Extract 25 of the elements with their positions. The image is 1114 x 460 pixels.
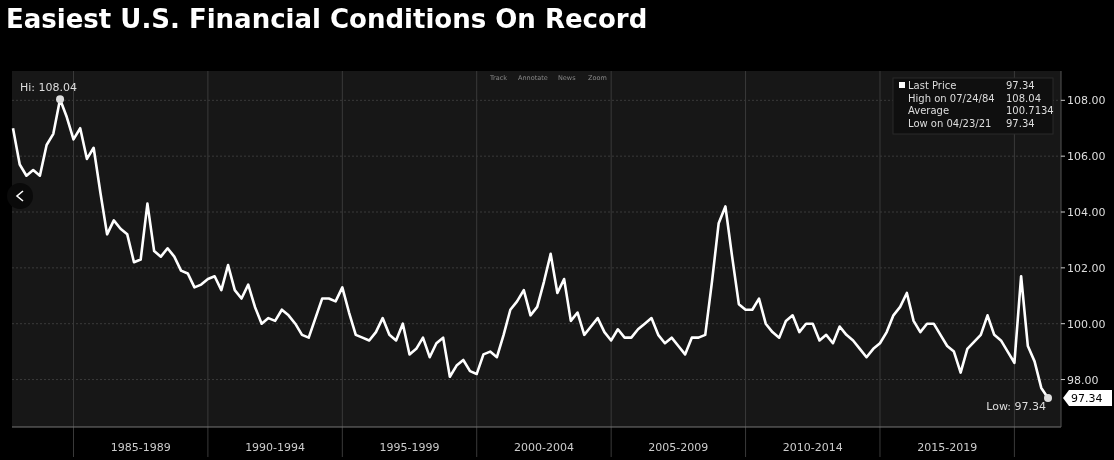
y-tick-label: 106.00 — [1067, 150, 1106, 164]
annotation: 97.34 — [1006, 117, 1035, 129]
x-tick-label: 2010-2014 — [782, 441, 843, 454]
y-tick-label: 102.00 — [1067, 261, 1106, 275]
y-tick-label: 100.00 — [1067, 317, 1106, 331]
annotation: High on 07/24/84 — [908, 92, 995, 104]
x-tick-label: 1985-1989 — [110, 441, 171, 454]
annotation: Hi: 108.04 — [20, 81, 78, 95]
y-tick-label: 98.00 — [1067, 373, 1099, 387]
annotation: Low: 97.34 — [986, 399, 1046, 413]
annotation: 97.34 — [1006, 80, 1035, 91]
x-tick-label: 2005-2009 — [648, 441, 709, 454]
annotation: 100.7134 — [1006, 105, 1054, 116]
x-tick-label: 1995-1999 — [379, 441, 440, 454]
annotation: 108.04 — [1006, 92, 1041, 104]
annotation: Low on 04/23/21 — [908, 117, 992, 129]
text: 97.34 — [1071, 391, 1103, 405]
x-tick-label: 2000-2004 — [513, 441, 574, 454]
annotation: Average — [908, 105, 950, 116]
y-tick-label: 104.00 — [1067, 206, 1106, 219]
annotation: Last Price — [908, 80, 957, 91]
y-tick-label: 108.00 — [1067, 94, 1106, 108]
x-tick-label: 2015-2019 — [917, 441, 978, 454]
chart-title: Easiest U.S. Financial Conditions On Record — [6, 4, 648, 34]
x-tick-label: 1990-1994 — [245, 441, 306, 454]
